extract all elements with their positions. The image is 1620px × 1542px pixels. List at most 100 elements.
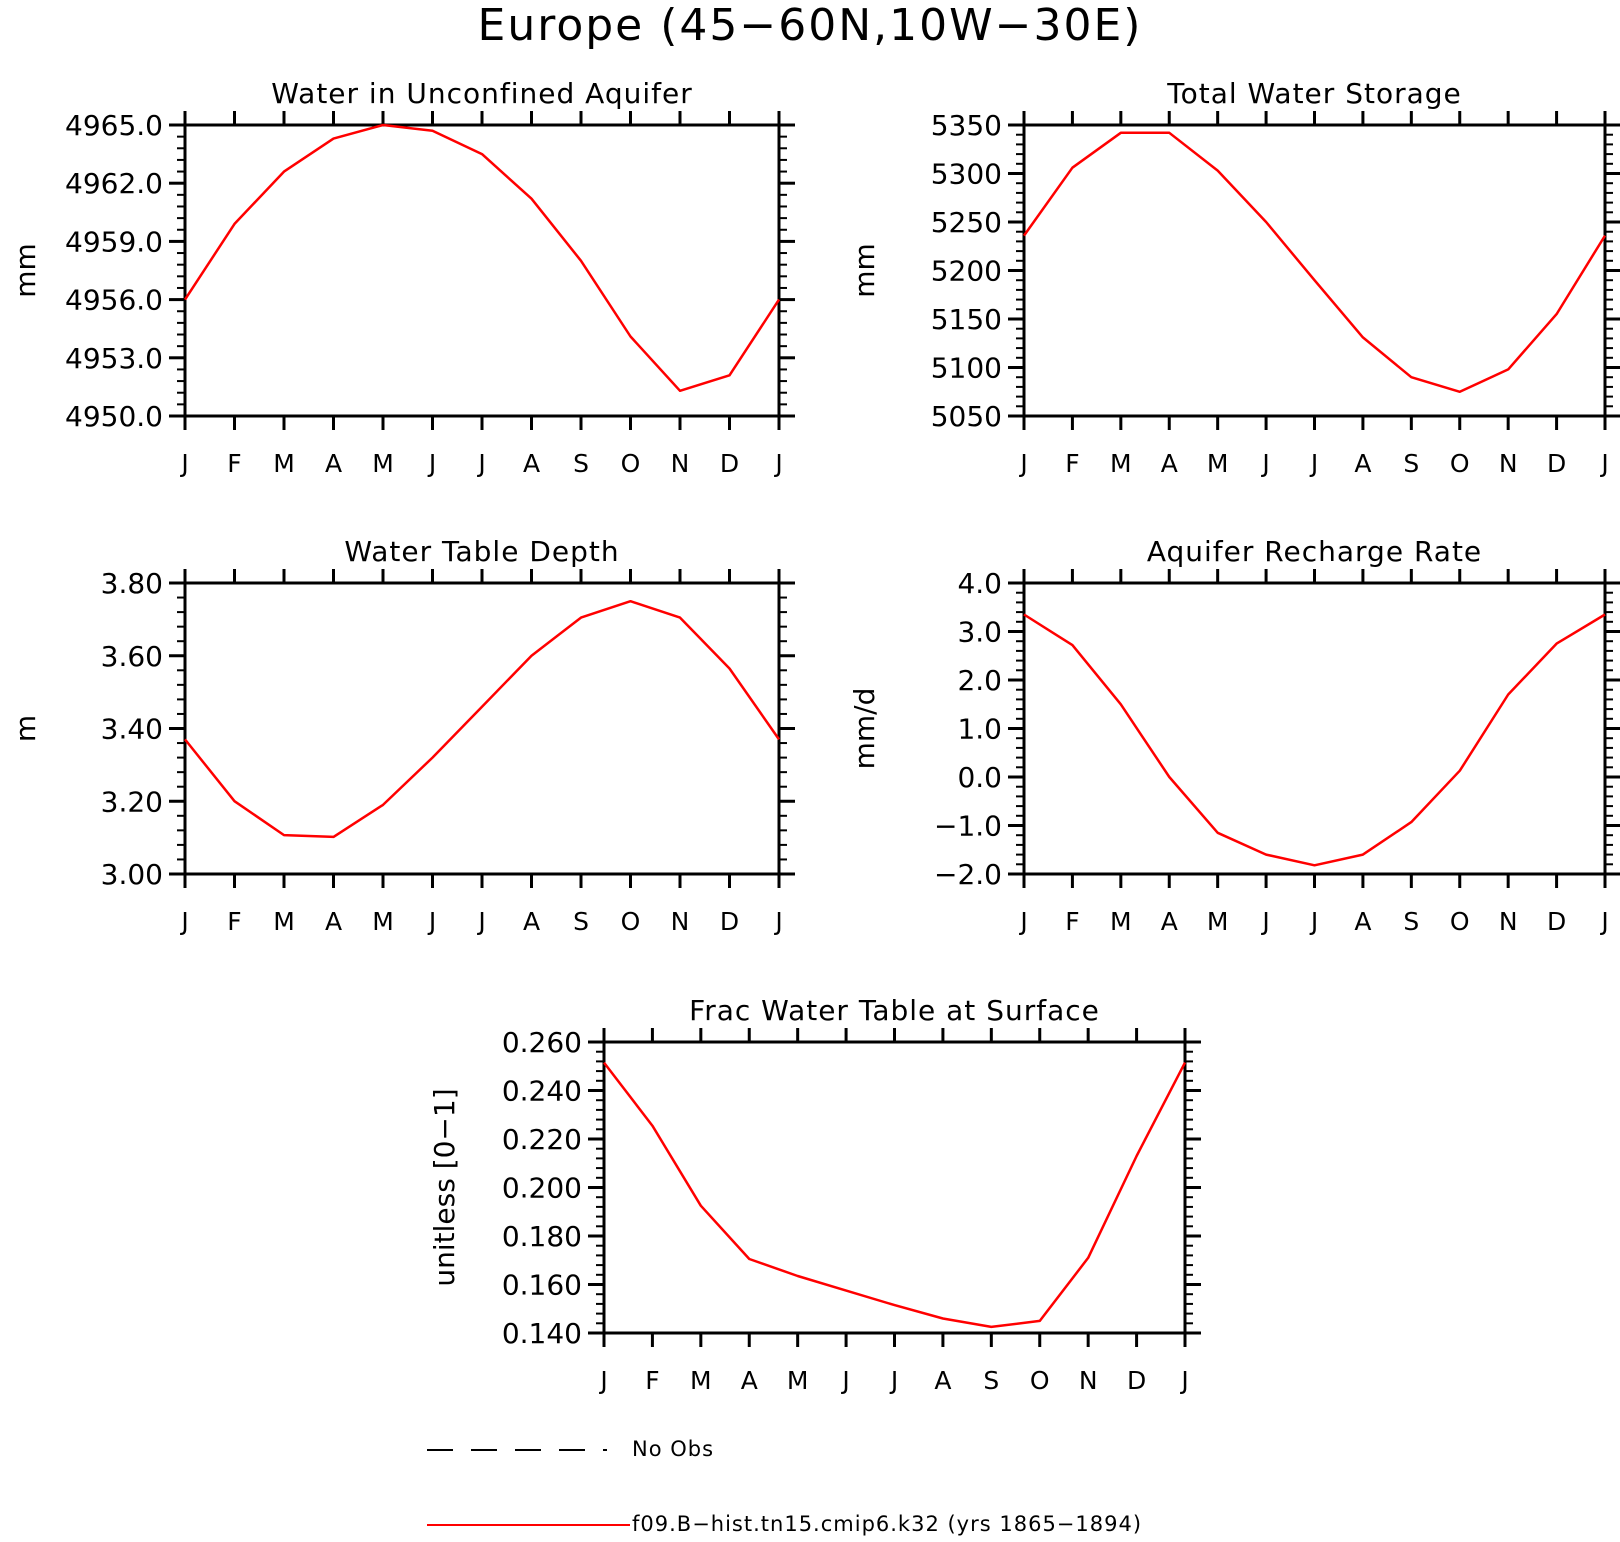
x-tick-label: M [1207,449,1229,478]
x-tick-label: J [1260,449,1269,478]
x-tick-label: J [1260,907,1269,936]
y-tick-label: 3.20 [101,785,163,818]
panel-title: Water Table Depth [344,535,619,568]
x-tick-label: N [1499,907,1518,936]
plot-frame [1022,123,1607,418]
chart-panel-3: J F M A M J J A S O N D J 3.00 3.20 3.40 3.60 3.80 Water T… [9,535,795,936]
x-tick-label: J [773,907,782,936]
series-line [603,1061,1187,1329]
x-tick-label: J [1018,449,1027,478]
x-tick-label: M [1110,907,1132,936]
x-tick-label: J [1309,449,1318,478]
x-tick-label: M [273,449,295,478]
y-tick-label: 4956.0 [65,284,163,317]
x-tick-label: J [773,449,782,478]
y-tick-label: 3.40 [101,713,163,746]
x-tick-label: J [598,1366,607,1395]
x-tick-label: S [1403,449,1419,478]
y-axis-label: mm [848,243,881,298]
x-tick-label: J [476,907,485,936]
x-tick-label: A [1161,907,1178,936]
x-tick-label: J [476,449,485,478]
series-line [184,599,781,839]
panel-title: Frac Water Table at Surface [689,994,1100,1027]
x-tick-label: J [1018,907,1027,936]
y-tick-label: 0.0 [957,761,1002,794]
plot-frame [183,123,781,418]
x-tick-label: A [1354,907,1371,936]
x-tick-label: F [227,907,241,936]
x-tick-label: F [645,1366,659,1395]
x-tick-label: A [325,449,342,478]
figure-title: Europe (45−60N,10W−30E) [477,0,1143,51]
y-tick-label: 4950.0 [65,400,163,433]
y-axis-label: mm/d [848,688,881,770]
y-tick-label: 5150 [931,303,1002,336]
x-tick-label: A [325,907,342,936]
legend-label-no-obs: No Obs [632,1437,715,1461]
x-tick-label: S [983,1366,999,1395]
y-tick-label: 0.200 [502,1172,582,1205]
y-tick-label: −2.0 [934,858,1002,891]
chart-panel-1: J F M A M J J A S O N D J 4950.0 4953.0 4956.0 4959.0 496… [9,77,795,478]
x-tick-label: D [1547,907,1566,936]
y-tick-label: 0.140 [502,1317,582,1350]
x-tick-label: A [1161,449,1178,478]
x-tick-label: A [934,1366,951,1395]
x-tick-label: M [372,907,394,936]
x-tick-label: F [227,449,241,478]
x-tick-label: N [671,907,690,936]
x-tick-label: O [1450,449,1470,478]
series-line [183,123,781,393]
x-tick-label: J [1309,907,1318,936]
x-tick-label: J [179,449,188,478]
panel-title: Total Water Storage [1166,77,1462,110]
y-tick-label: 5050 [931,400,1002,433]
x-tick-label: M [372,449,394,478]
x-tick-label: J [427,449,436,478]
y-tick-label: 4965.0 [65,109,163,142]
x-tick-label: F [1065,907,1079,936]
chart-panel-5: J F M A M J J A S O N D J0.1400.1600.1800.2000.2200.… [428,994,1201,1395]
x-tick-label: J [179,907,188,936]
series-line [1023,613,1606,867]
y-tick-label: 1.0 [957,713,1002,746]
x-tick-label: D [1547,449,1566,478]
x-tick-label: D [720,449,739,478]
y-tick-label: 0.240 [502,1075,582,1108]
x-tick-label: N [671,449,690,478]
y-tick-label: 0.220 [502,1123,582,1156]
x-tick-label: S [573,907,589,936]
y-axis-label: mm [9,243,42,298]
panel-title: Aquifer Recharge Rate [1147,535,1482,568]
x-tick-label: A [1354,449,1371,478]
x-tick-label: S [573,449,589,478]
y-tick-label: 0.260 [502,1026,582,1059]
x-tick-label: J [1599,449,1608,478]
y-tick-label: 0.180 [502,1220,582,1253]
y-tick-label: 5200 [931,255,1002,288]
x-tick-label: O [1030,1366,1050,1395]
legend [427,1449,630,1526]
plot-frame [1022,581,1607,876]
x-tick-label: O [621,907,641,936]
x-tick-label: J [1599,907,1608,936]
y-tick-label: 4962.0 [65,167,163,200]
y-tick-label: 5300 [931,158,1002,191]
y-tick-label: 5250 [931,206,1002,239]
x-tick-label: A [741,1366,758,1395]
x-tick-label: M [273,907,295,936]
x-tick-label: A [523,907,540,936]
x-tick-label: N [1079,1366,1098,1395]
y-tick-label: 3.00 [101,858,163,891]
x-tick-label: D [1127,1366,1146,1395]
y-tick-label: 4959.0 [65,225,163,258]
x-tick-label: J [427,907,436,936]
y-tick-label: 4.0 [957,567,1002,600]
chart-panel-2: J F M A M J J A S O N D J505051005150520052505300535… [848,77,1620,478]
x-tick-label: M [1110,449,1132,478]
y-tick-label: 3.80 [101,567,163,600]
y-tick-label: 5350 [931,109,1002,142]
y-tick-label: 3.60 [101,640,163,673]
